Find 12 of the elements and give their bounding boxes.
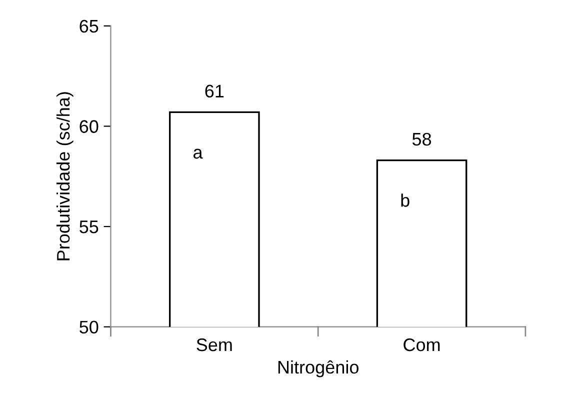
y-tick-label: 60 bbox=[80, 120, 98, 133]
y-tick-label: 55 bbox=[80, 220, 98, 234]
data-label: 61 bbox=[205, 84, 224, 98]
annotation: a bbox=[194, 148, 203, 159]
x-tick-label: Sem bbox=[196, 338, 232, 352]
y-tick-label: 65 bbox=[80, 20, 98, 33]
y-axis-title: Produtividade (sc/ha) bbox=[56, 92, 74, 260]
data-label: 58 bbox=[412, 132, 432, 146]
x-axis-title: Nitrogênio bbox=[278, 360, 358, 378]
annotation: b bbox=[401, 194, 410, 207]
x-tick-label: Com bbox=[404, 338, 440, 352]
y-tick-label: 50 bbox=[80, 320, 98, 334]
